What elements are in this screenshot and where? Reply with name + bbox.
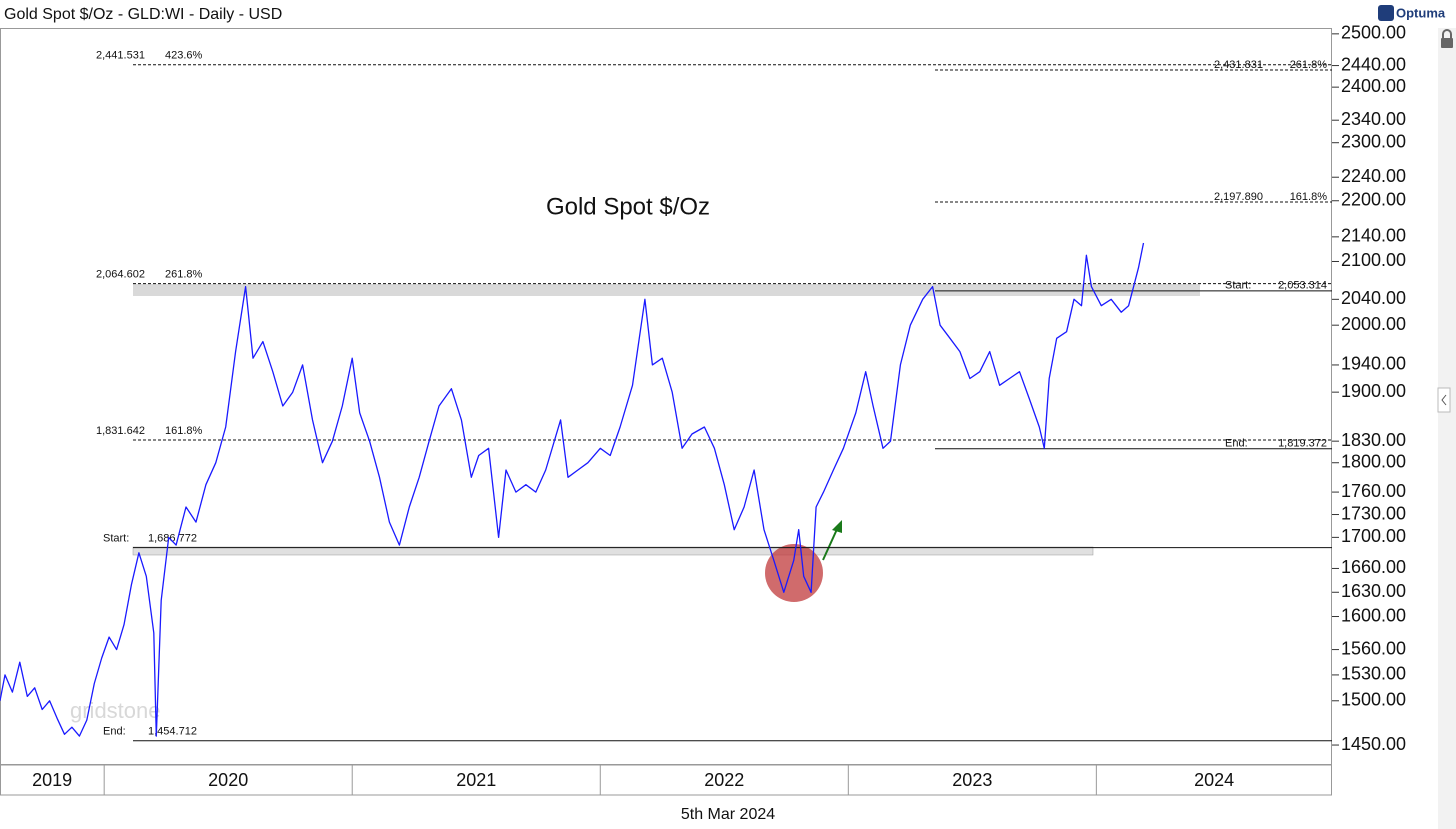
fib-ratio-label: 161.8%: [165, 425, 203, 437]
fib-ratio-label: 161.8%: [1290, 191, 1328, 203]
date-label: 5th Mar 2024: [681, 806, 775, 823]
y-tick-label: 1830.00: [1341, 430, 1406, 450]
fib-value-label: 2,053.314: [1278, 280, 1327, 292]
fib-tag-label: Start:: [103, 532, 129, 544]
fib-value-label: 2,064.602: [96, 269, 145, 281]
y-tick-label: 2100.00: [1341, 250, 1406, 270]
y-tick-label: 2440.00: [1341, 54, 1406, 74]
x-axis-strip: [0, 764, 1332, 796]
y-tick-label: 2300.00: [1341, 131, 1406, 151]
fib-tag-label: End:: [1225, 438, 1248, 450]
brand[interactable]: Optuma: [1396, 5, 1446, 20]
y-tick-label: 2000.00: [1341, 314, 1406, 334]
y-tick-label: 2340.00: [1341, 109, 1406, 129]
fib-tag-label: Start:: [1225, 280, 1251, 292]
y-tick-label: 1730.00: [1341, 503, 1406, 523]
support-band: [132, 546, 1094, 556]
y-tick-label: 1500.00: [1341, 690, 1406, 710]
y-tick-label: 1940.00: [1341, 354, 1406, 374]
y-tick-label: 1660.00: [1341, 557, 1406, 577]
collapse-arrow: [1441, 394, 1447, 406]
x-tick-label: 2020: [208, 770, 248, 790]
fib-value-label: 2,197.890: [1214, 191, 1263, 203]
fib-value-label: 2,441.531: [96, 50, 145, 62]
y-tick-label: 1530.00: [1341, 664, 1406, 684]
highlight-circle: [765, 544, 823, 602]
fib-value-label: 1,831.642: [96, 425, 145, 437]
y-tick-label: 1630.00: [1341, 581, 1406, 601]
x-tick-label: 2021: [456, 770, 496, 790]
chart-title: Gold Spot $/Oz: [546, 193, 710, 220]
y-tick-label: 2240.00: [1341, 166, 1406, 186]
fib-value-label: 1,686.772: [148, 532, 197, 544]
header-title: Gold Spot $/Oz - GLD:WI - Daily - USD: [4, 6, 282, 23]
y-tick-label: 2140.00: [1341, 226, 1406, 246]
lock-icon[interactable]: [1441, 38, 1453, 48]
fib-tag-label: End:: [103, 726, 126, 738]
fib-value-label: 2,431.831: [1214, 59, 1263, 71]
arrow-shaft: [822, 526, 839, 561]
fib-value-label: 1,454.712: [148, 726, 197, 738]
y-tick-label: 1600.00: [1341, 605, 1406, 625]
y-tick-label: 1800.00: [1341, 451, 1406, 471]
arrow-head: [832, 520, 842, 533]
y-tick-label: 1450.00: [1341, 734, 1406, 754]
y-tick-label: 2200.00: [1341, 189, 1406, 209]
x-tick-label: 2023: [952, 770, 992, 790]
y-tick-label: 2400.00: [1341, 76, 1406, 96]
y-tick-label: 1760.00: [1341, 481, 1406, 501]
y-tick-label: 1700.00: [1341, 526, 1406, 546]
fib-ratio-label: 261.8%: [1290, 59, 1328, 71]
scrollbar[interactable]: [1438, 28, 1456, 829]
x-tick-label: 2024: [1194, 770, 1234, 790]
fib-ratio-label: 423.6%: [165, 50, 203, 62]
x-tick-label: 2019: [32, 770, 72, 790]
y-tick-label: 2040.00: [1341, 288, 1406, 308]
fib-ratio-label: 261.8%: [165, 269, 203, 281]
brand-icon: [1378, 5, 1394, 21]
collapse-tab[interactable]: [1437, 387, 1451, 413]
y-tick-label: 1900.00: [1341, 381, 1406, 401]
lock-shackle: [1442, 29, 1452, 38]
y-tick-label: 2500.00: [1341, 23, 1406, 43]
watermark: gridstone: [70, 698, 161, 723]
y-tick-label: 1560.00: [1341, 638, 1406, 658]
resistance-band: [133, 284, 1200, 296]
fib-value-label: 1,819.372: [1278, 438, 1327, 450]
price-line: [0, 242, 1145, 737]
x-tick-label: 2022: [704, 770, 744, 790]
